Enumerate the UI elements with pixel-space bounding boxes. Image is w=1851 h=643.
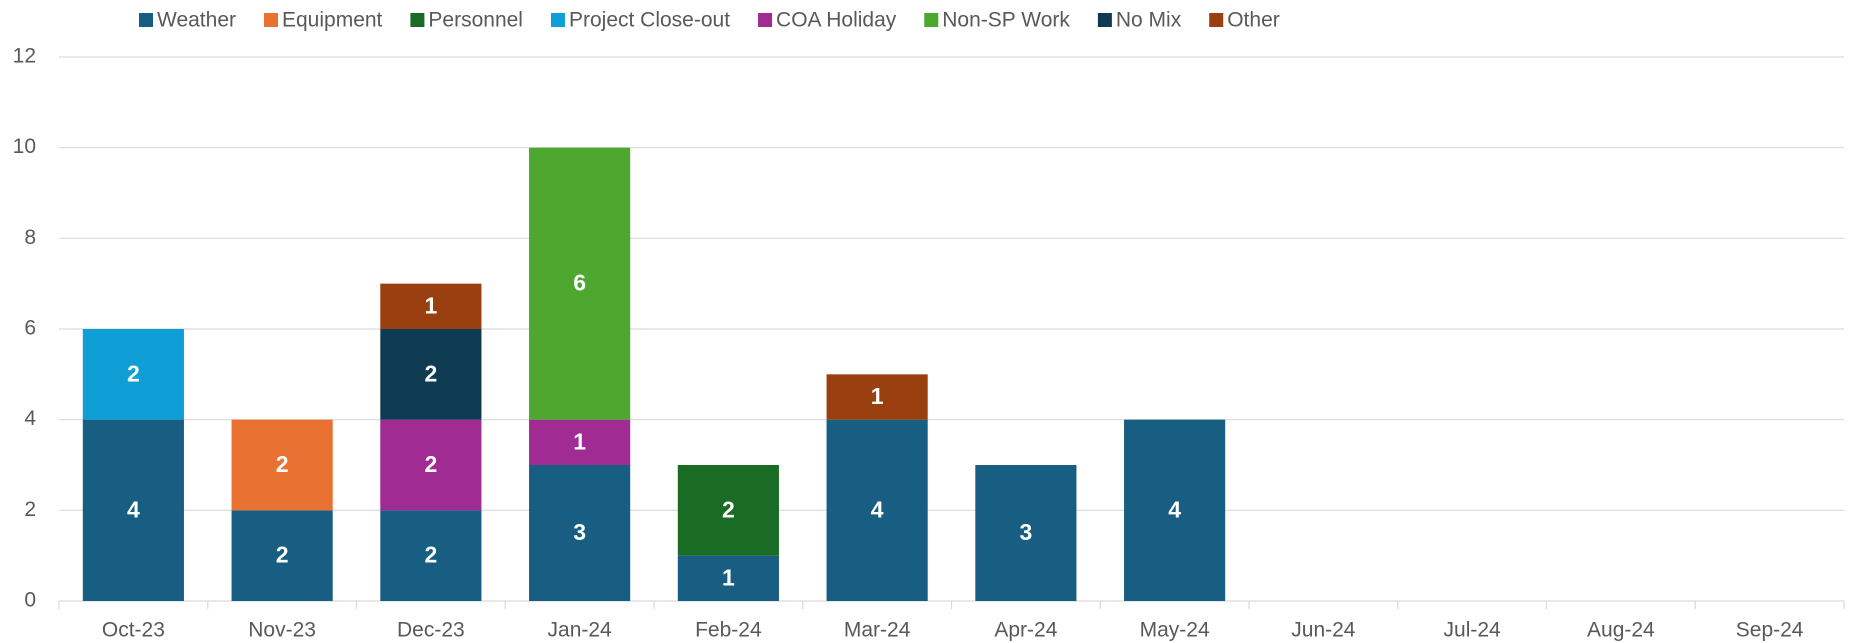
bar-segment xyxy=(677,555,779,601)
legend-label: Project Close-out xyxy=(569,9,730,32)
bar-segment xyxy=(380,510,482,601)
data-label: 6 xyxy=(573,270,586,296)
y-tick-label: 4 xyxy=(24,407,36,430)
bar-segment xyxy=(380,419,482,511)
data-label: 4 xyxy=(127,496,140,522)
bar-segment xyxy=(380,329,482,420)
legend-label: COA Holiday xyxy=(776,9,897,32)
data-label: 2 xyxy=(127,360,140,386)
y-tick-label: 0 xyxy=(24,589,36,612)
legend-swatch xyxy=(1209,13,1224,27)
x-tick-label: Oct-23 xyxy=(102,619,165,642)
x-tick-label: Aug-24 xyxy=(1587,619,1655,642)
legend-swatch xyxy=(550,13,565,27)
x-tick-label: Jun-24 xyxy=(1291,619,1356,642)
x-tick-label: Sep-24 xyxy=(1736,619,1804,642)
legend-label: No Mix xyxy=(1116,9,1182,32)
bar-segment xyxy=(529,465,631,601)
data-label: 2 xyxy=(722,496,735,522)
data-label: 2 xyxy=(276,542,289,568)
y-tick-label: 8 xyxy=(24,226,36,249)
legend-label: Weather xyxy=(157,9,236,32)
data-label: 3 xyxy=(1019,519,1032,545)
x-tick-label: Apr-24 xyxy=(994,619,1057,642)
bar-segment xyxy=(231,419,333,511)
x-tick-label: Nov-23 xyxy=(248,619,316,642)
data-label: 4 xyxy=(871,496,884,522)
x-tick-label: Dec-23 xyxy=(397,619,465,642)
x-tick-label: Jan-24 xyxy=(548,619,613,642)
data-label: 1 xyxy=(424,292,437,318)
legend-label: Equipment xyxy=(282,9,383,32)
legend-swatch xyxy=(924,13,939,27)
legend-swatch xyxy=(758,13,773,27)
y-tick-label: 2 xyxy=(24,498,36,521)
bar-segment xyxy=(380,283,482,329)
bar-segment xyxy=(826,419,928,601)
data-label: 2 xyxy=(424,451,437,477)
bar-segment xyxy=(826,374,928,420)
x-tick-label: Jul-24 xyxy=(1444,619,1502,642)
x-tick-label: Feb-24 xyxy=(695,619,762,642)
bar-segment xyxy=(231,510,333,601)
y-tick-label: 10 xyxy=(13,135,36,158)
y-tick-label: 6 xyxy=(24,317,36,340)
legend-swatch xyxy=(410,13,425,27)
bar-segment xyxy=(975,465,1077,601)
data-label: 4 xyxy=(1168,496,1181,522)
bar-segment xyxy=(677,465,779,556)
bar-segment xyxy=(1124,419,1226,601)
bar-segment xyxy=(529,419,631,465)
data-label: 2 xyxy=(424,360,437,386)
data-label: 1 xyxy=(871,383,884,409)
data-label: 1 xyxy=(573,428,586,454)
legend-label: Personnel xyxy=(428,9,523,32)
legend-swatch xyxy=(1097,13,1112,27)
x-tick-label: Mar-24 xyxy=(844,619,911,642)
legend-swatch xyxy=(264,13,278,27)
data-label: 3 xyxy=(573,519,586,545)
bar-segment xyxy=(82,329,184,420)
data-label: 2 xyxy=(424,542,437,568)
x-tick-label: May-24 xyxy=(1140,619,1210,642)
bar-segment xyxy=(529,147,631,420)
legend-swatch xyxy=(139,13,153,27)
data-label: 2 xyxy=(276,451,289,477)
y-tick-label: 12 xyxy=(13,45,36,68)
legend-label: Non-SP Work xyxy=(942,9,1070,32)
data-label: 1 xyxy=(722,564,735,590)
legend-label: Other xyxy=(1227,9,1280,32)
bar-segment xyxy=(82,419,184,601)
